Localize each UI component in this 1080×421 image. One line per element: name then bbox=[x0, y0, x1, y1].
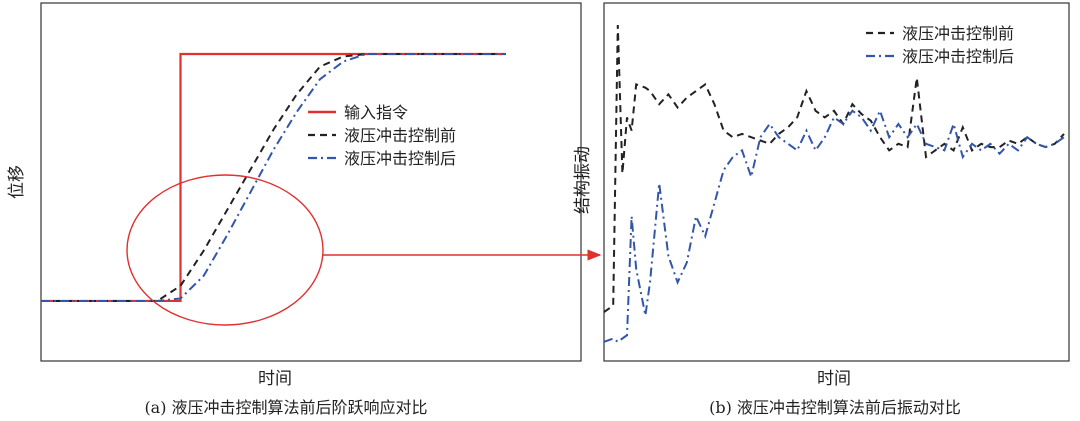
panel-b-series-lines bbox=[603, 24, 1065, 344]
legend-label-2: 液压冲击控制后 bbox=[344, 149, 456, 168]
series-line-2 bbox=[41, 53, 506, 302]
panel-b-xlabel: 时间 bbox=[817, 369, 851, 389]
legend-label-1: 液压冲击控制前 bbox=[344, 126, 456, 145]
legend-label-0: 输入指令 bbox=[344, 103, 408, 122]
panel-a-frame bbox=[40, 2, 582, 362]
panel-b-caption: (b) 液压冲击控制算法前后振动对比 bbox=[709, 398, 961, 417]
panel-a-xlabel: 时间 bbox=[258, 369, 292, 389]
legend-label-1: 液压冲击控制后 bbox=[902, 47, 1014, 66]
series-line-0 bbox=[603, 24, 1065, 313]
legend-label-0: 液压冲击控制前 bbox=[902, 24, 1014, 43]
series-line-1 bbox=[603, 108, 1065, 344]
panel-b-frame bbox=[603, 2, 1070, 362]
panel-a-ylabel: 位移 bbox=[7, 165, 27, 199]
panel-a-caption: (a) 液压冲击控制算法前后阶跃响应对比 bbox=[144, 398, 427, 417]
panel-b-ylabel: 结构振动 bbox=[573, 146, 593, 214]
panel-a-series-lines bbox=[41, 52, 506, 303]
highlight-ellipse bbox=[126, 174, 324, 326]
